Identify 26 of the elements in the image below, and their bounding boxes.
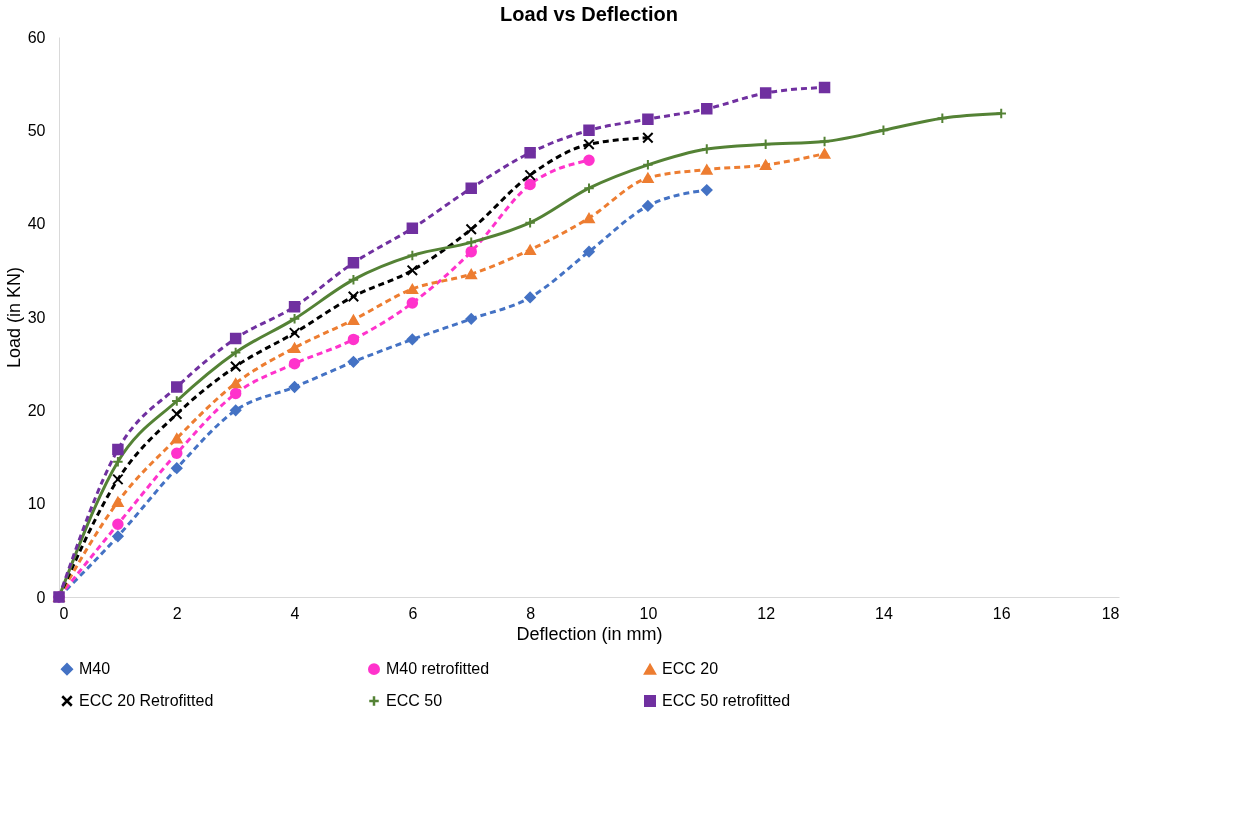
y-tick-label: 50 xyxy=(27,121,46,139)
y-tick-label: 60 xyxy=(27,28,46,46)
legend-label: ECC 20 xyxy=(662,660,719,678)
legend-label: M40 xyxy=(79,660,111,678)
x-tick-label: 2 xyxy=(172,604,182,622)
y-tick-label: 20 xyxy=(27,401,46,419)
x-tick-label: 6 xyxy=(408,604,418,622)
y-tick-label: 10 xyxy=(27,495,46,513)
y-tick-label: 0 xyxy=(36,588,46,606)
y-tick-label: 30 xyxy=(27,308,46,326)
x-tick-label: 4 xyxy=(290,604,300,622)
legend-label: M40 retrofitted xyxy=(386,660,490,678)
y-axis-title: Load (in KN) xyxy=(3,266,24,369)
legend-label: ECC 50 retrofitted xyxy=(662,692,791,709)
x-tick-label: 12 xyxy=(757,604,776,622)
x-tick-label: 14 xyxy=(875,604,893,622)
chart-title: Load vs Deflection xyxy=(500,3,678,25)
x-tick-label: 16 xyxy=(992,604,1011,622)
legend-label: ECC 50 xyxy=(386,692,443,709)
x-tick-label: 18 xyxy=(1101,604,1120,622)
x-tick-label: 0 xyxy=(59,604,69,622)
x-tick-label: 10 xyxy=(639,604,658,622)
x-tick-label: 8 xyxy=(526,604,536,622)
x-axis-title: Deflection (in mm) xyxy=(516,623,663,644)
y-tick-label: 40 xyxy=(27,215,46,233)
legend-label: ECC 20 Retrofitted xyxy=(79,692,214,709)
